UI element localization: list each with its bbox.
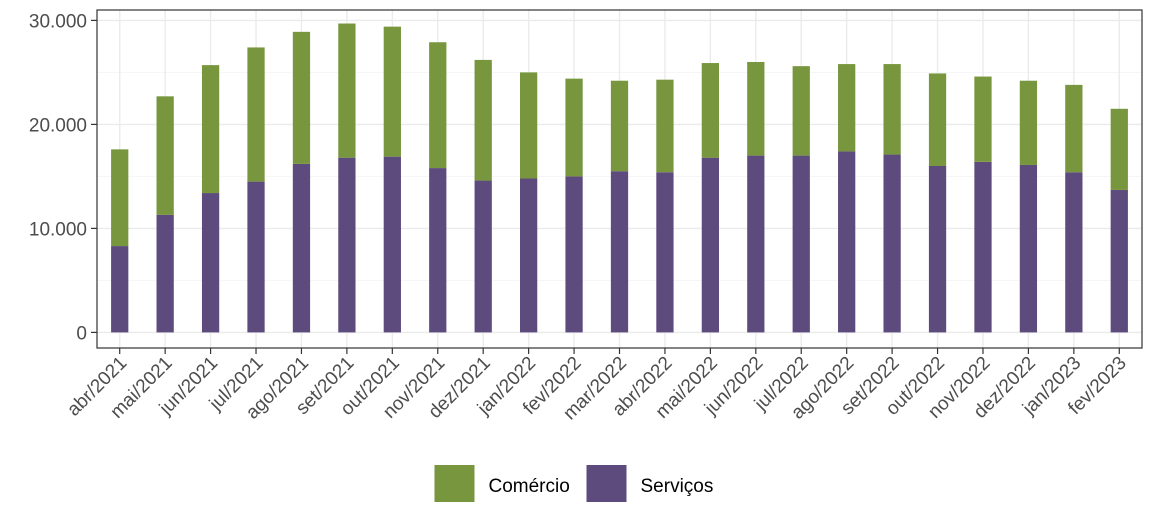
bar-servicos bbox=[565, 176, 583, 333]
bar-servicos bbox=[1110, 189, 1128, 333]
bar-comercio bbox=[792, 66, 810, 156]
y-tick-label: 0 bbox=[76, 323, 87, 344]
bar-servicos bbox=[429, 168, 447, 333]
bar-comercio bbox=[474, 59, 492, 181]
bar-servicos bbox=[974, 161, 992, 333]
legend-key-comercio bbox=[434, 465, 475, 505]
x-axis: abr/2021mai/2021jun/2021jul/2021ago/2021… bbox=[63, 348, 1131, 424]
bar-servicos bbox=[656, 172, 674, 333]
bar-servicos bbox=[928, 166, 947, 333]
bar-comercio bbox=[292, 31, 311, 164]
bar-comercio bbox=[1019, 80, 1038, 165]
bar-servicos bbox=[792, 155, 810, 333]
bar-servicos bbox=[383, 156, 401, 333]
bar-servicos bbox=[111, 246, 129, 333]
bar-comercio bbox=[565, 78, 583, 177]
legend-key-servicos bbox=[586, 465, 627, 505]
bar-servicos bbox=[1019, 164, 1038, 333]
bar-servicos bbox=[338, 157, 356, 333]
y-axis: 0 10.000 20.000 30.000 bbox=[29, 11, 97, 344]
bar-comercio bbox=[883, 64, 901, 155]
bar-comercio bbox=[928, 73, 947, 166]
bar-servicos bbox=[156, 214, 174, 333]
bar-servicos bbox=[838, 151, 856, 333]
bar-servicos bbox=[519, 178, 538, 333]
bar-servicos bbox=[883, 154, 901, 333]
bar-comercio bbox=[1065, 84, 1083, 173]
bar-comercio bbox=[338, 23, 356, 158]
bar-comercio bbox=[974, 76, 992, 162]
bar-comercio bbox=[111, 149, 129, 247]
bar-servicos bbox=[292, 163, 311, 333]
bar-comercio bbox=[747, 62, 765, 156]
bars bbox=[111, 23, 1128, 333]
bar-comercio bbox=[429, 42, 447, 169]
bar-comercio bbox=[201, 65, 220, 194]
bar-comercio bbox=[610, 80, 629, 172]
bar-comercio bbox=[156, 96, 174, 215]
bar-servicos bbox=[1065, 172, 1083, 333]
bar-servicos bbox=[610, 171, 629, 333]
bar-comercio bbox=[701, 63, 720, 158]
bar-servicos bbox=[701, 157, 720, 333]
bar-comercio bbox=[656, 79, 674, 173]
bar-comercio bbox=[519, 72, 538, 179]
bar-comercio bbox=[1110, 108, 1128, 190]
y-tick-label: 30.000 bbox=[29, 11, 87, 32]
bar-servicos bbox=[474, 180, 492, 333]
bar-comercio bbox=[383, 26, 401, 157]
bar-servicos bbox=[201, 193, 220, 333]
bar-servicos bbox=[747, 155, 765, 333]
legend: Comércio Serviços bbox=[434, 465, 714, 505]
legend-label-servicos: Serviços bbox=[641, 476, 714, 497]
bar-servicos bbox=[247, 181, 265, 333]
bar-comercio bbox=[247, 47, 265, 182]
y-tick-label: 10.000 bbox=[29, 219, 87, 240]
bar-comercio bbox=[838, 64, 856, 152]
y-tick-label: 20.000 bbox=[29, 115, 87, 136]
legend-label-comercio: Comércio bbox=[489, 476, 570, 497]
